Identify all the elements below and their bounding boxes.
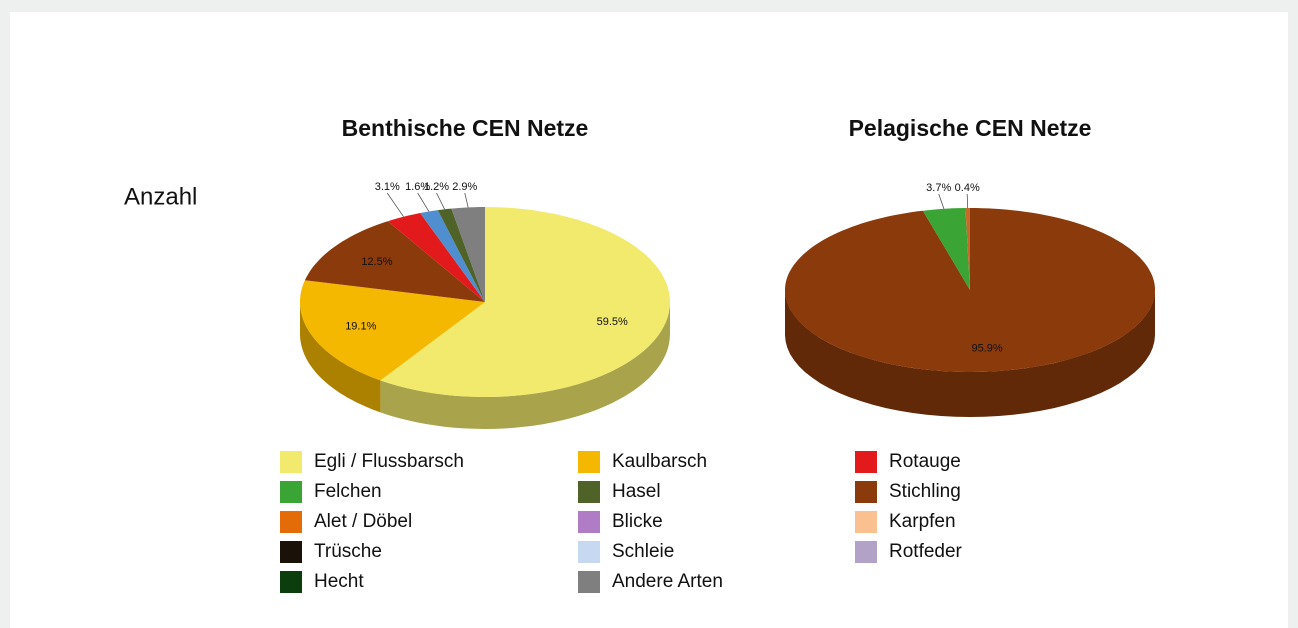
legend-label: Stichling bbox=[889, 481, 961, 502]
slice bbox=[304, 221, 485, 302]
value-label: 2.9% bbox=[452, 181, 477, 193]
legend-swatch bbox=[578, 481, 600, 503]
legend-swatch bbox=[578, 511, 600, 533]
legend-label: Kaulbarsch bbox=[612, 451, 707, 472]
legend-label: Felchen bbox=[314, 481, 382, 502]
legend-swatch bbox=[280, 451, 302, 473]
legend-label: Karpfen bbox=[889, 511, 956, 532]
value-label: 12.5% bbox=[361, 256, 392, 268]
legend-swatch bbox=[280, 541, 302, 563]
legend-swatch bbox=[855, 541, 877, 563]
legend-swatch bbox=[280, 481, 302, 503]
slice bbox=[451, 207, 485, 302]
measure-label: Anzahl bbox=[124, 183, 197, 210]
legend-swatch bbox=[280, 571, 302, 593]
legend-label: Alet / Döbel bbox=[314, 511, 412, 532]
value-label: 95.9% bbox=[972, 342, 1003, 354]
legend-swatch bbox=[855, 511, 877, 533]
slice-side bbox=[785, 290, 1155, 417]
leader-line bbox=[417, 192, 430, 212]
legend-swatch bbox=[280, 511, 302, 533]
value-label: 1.2% bbox=[424, 181, 449, 193]
leader-line bbox=[386, 192, 404, 217]
legend-swatch bbox=[578, 571, 600, 593]
slice-side bbox=[380, 302, 670, 429]
value-label: 1.6% bbox=[405, 181, 430, 193]
legend-label: Andere Arten bbox=[612, 571, 723, 592]
value-label: 0.4% bbox=[955, 182, 980, 194]
value-label: 19.1% bbox=[345, 321, 376, 333]
legend-label: Hasel bbox=[612, 481, 661, 502]
leader-line bbox=[436, 192, 445, 210]
legend-label: Rotauge bbox=[889, 451, 961, 472]
value-label: 59.5% bbox=[597, 316, 628, 328]
leader-line bbox=[938, 193, 945, 209]
legend-label: Rotfeder bbox=[889, 541, 963, 562]
leader-line bbox=[464, 192, 469, 208]
value-label: 3.1% bbox=[375, 181, 400, 193]
slice bbox=[380, 207, 670, 397]
legend-label: Schleie bbox=[612, 541, 674, 562]
chart-title: Pelagische CEN Netze bbox=[849, 115, 1092, 141]
value-label: 3.7% bbox=[926, 182, 951, 194]
slice bbox=[437, 208, 485, 302]
legend-swatch bbox=[578, 451, 600, 473]
slice bbox=[922, 208, 970, 290]
legend-swatch bbox=[855, 451, 877, 473]
legend-label: Trüsche bbox=[314, 541, 382, 562]
slice bbox=[387, 213, 485, 302]
legend-swatch bbox=[855, 481, 877, 503]
slice bbox=[420, 210, 485, 302]
slice bbox=[965, 208, 970, 290]
slice bbox=[300, 280, 485, 381]
legend-label: Blicke bbox=[612, 511, 663, 532]
chart-title: Benthische CEN Netze bbox=[342, 115, 589, 141]
legend-swatch bbox=[578, 541, 600, 563]
slice-side bbox=[300, 302, 381, 413]
legend-label: Egli / Flussbarsch bbox=[314, 451, 464, 472]
legend-label: Hecht bbox=[314, 571, 364, 592]
